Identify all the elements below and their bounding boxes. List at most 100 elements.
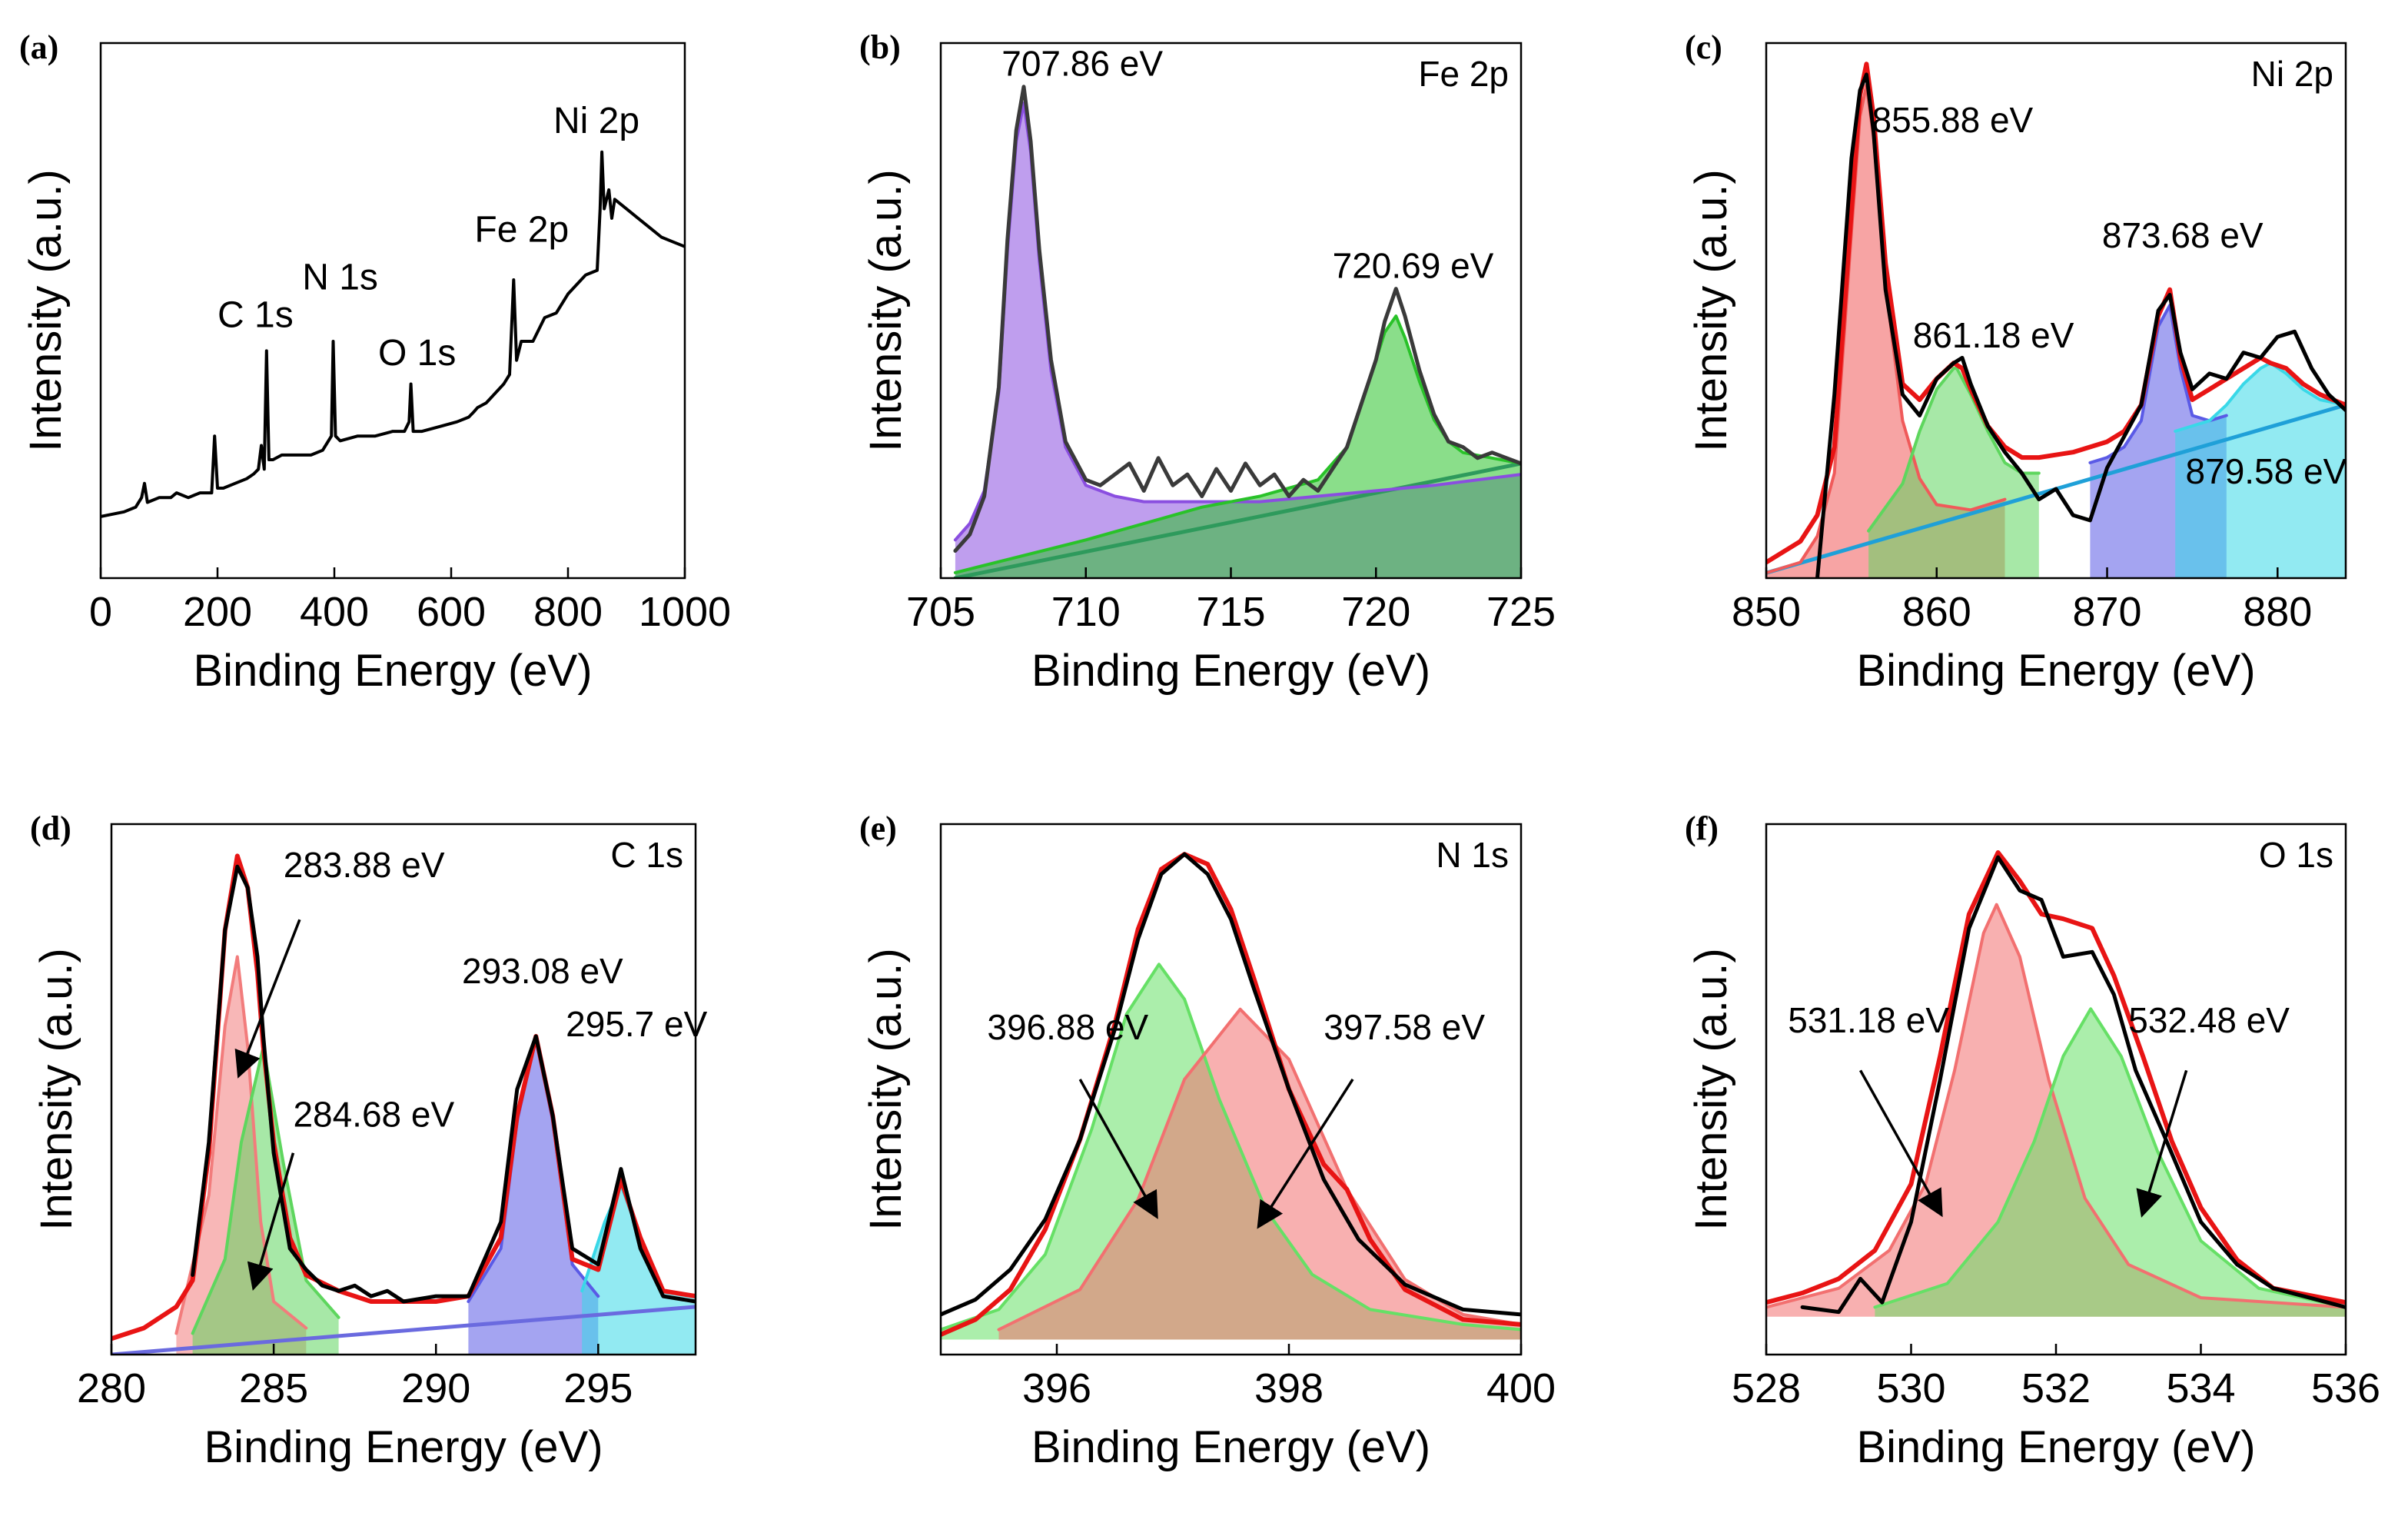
series-envelope: [1766, 850, 2346, 1305]
annotation-arrow: [1257, 1079, 1354, 1229]
peak-label: 397.58 eV: [1324, 1007, 1485, 1047]
panel-title: Fe 2p: [1418, 54, 1509, 94]
x-axis-title: Binding Energy (eV): [1856, 646, 2255, 696]
x-tick-label: 600: [417, 589, 486, 635]
plot-area: [111, 853, 696, 1355]
x-tick-label: 285: [239, 1365, 308, 1411]
panel-d: 280 285 290 295 Binding Energy (eV) Intensity…: [30, 810, 708, 1472]
y-axis-title: Intensity (a.u.): [1686, 948, 1736, 1230]
panel-e: 396 398 400 Binding Energy (eV) Intensity (a…: [859, 810, 1556, 1472]
annotation-arrow: [1078, 1079, 1158, 1219]
fill-fit-720-69-ev: [955, 316, 1521, 578]
x-tick-label: 725: [1486, 589, 1556, 635]
x-tick-label: 530: [1876, 1365, 1945, 1411]
plot-area: [1766, 62, 2346, 578]
annotation-arrow: [247, 1152, 295, 1292]
panel-title: O 1s: [2259, 835, 2333, 875]
panel-f: 528 530 532 534 536 Binding Energy (eV) Intens…: [1685, 810, 2380, 1472]
panel-letter: (f): [1685, 810, 1719, 847]
panel-a: 0 200 400 600 800 1000 Binding Energy (eV) Inte…: [19, 28, 731, 696]
peak-label: 283.88 eV: [284, 845, 445, 885]
panel-letter: (e): [859, 810, 897, 847]
x-tick-label: 200: [183, 589, 252, 635]
plot-area: [941, 852, 1521, 1340]
x-tick-label: 0: [89, 589, 112, 635]
x-tick-label: 528: [1732, 1365, 1801, 1411]
panel-letter: (d): [30, 810, 71, 847]
x-tick-label: 800: [533, 589, 603, 635]
peak-label: 532.48 eV: [2128, 1000, 2290, 1040]
x-axis-title: Binding Energy (eV): [1856, 1422, 2255, 1472]
y-axis-title: Intensity (a.u.): [1686, 169, 1736, 451]
x-tick-label: 532: [2021, 1365, 2091, 1411]
x-tick-label: 710: [1051, 589, 1121, 635]
peak-label: 295.7 eV: [566, 1004, 707, 1044]
panel-letter: (c): [1685, 28, 1722, 66]
annotation-arrow: [234, 919, 301, 1079]
peak-label: Ni 2p: [553, 101, 639, 141]
x-tick-label: 870: [2072, 589, 2141, 635]
y-axis-title: Intensity (a.u.): [861, 169, 911, 451]
series-baseline: [953, 461, 1521, 578]
panel-letter: (a): [19, 28, 58, 66]
x-tick-label: 720: [1341, 589, 1410, 635]
panel-title: N 1s: [1436, 835, 1509, 875]
peak-label: 861.18 eV: [1913, 315, 2074, 355]
series-fit-532-48-ev: [1873, 1007, 2346, 1309]
plot-area: [1766, 850, 2346, 1317]
x-axis-title: Binding Energy (eV): [1031, 646, 1430, 696]
x-tick-label: 1000: [639, 589, 731, 635]
peak-label: 284.68 eV: [293, 1094, 454, 1134]
fill-fit-284-68-ev: [192, 1046, 339, 1355]
panel-title: Ni 2p: [2251, 54, 2333, 94]
fill-fit-532-48-ev: [1875, 1009, 2346, 1317]
panel-letter: (b): [859, 28, 901, 66]
series-fit-531-18-ev: [1766, 903, 2346, 1309]
y-axis-title: Intensity (a.u.): [32, 948, 81, 1230]
x-tick-label: 400: [300, 589, 369, 635]
x-tick-label: 705: [906, 589, 975, 635]
series-fit-396-88-ev: [941, 962, 1521, 1331]
fill-fit-855-88-ev: [1766, 85, 2005, 578]
x-axis-title: Binding Energy (eV): [193, 646, 592, 696]
series-fit-861-18-ev: [1867, 367, 2041, 533]
series-fit-879-58-ev: [2174, 361, 2346, 433]
x-tick-label: 534: [2166, 1365, 2235, 1411]
panel-c: 850 860 870 880 Binding Energy (eV) Intensity…: [1685, 28, 2347, 696]
plot-frame: [939, 823, 1523, 1356]
plot-frame: [1765, 42, 2347, 580]
peak-label: 707.86 eV: [1001, 44, 1163, 84]
series-baseline: [111, 1305, 696, 1355]
plot-area: [953, 85, 1521, 578]
x-axis-title: Binding Energy (eV): [1031, 1422, 1430, 1472]
peak-label: C 1s: [218, 295, 294, 336]
x-tick-label: 880: [2243, 589, 2312, 635]
fill-fit-397-58-ev: [998, 1009, 1521, 1340]
x-tick-label: 715: [1196, 589, 1265, 635]
series-measured: [191, 864, 696, 1304]
series-measured: [1800, 855, 2346, 1315]
series-envelope: [941, 852, 1521, 1337]
panel-b: 705 710 715 720 725 Binding Energy (eV) Intens…: [859, 28, 1556, 696]
peak-label: Fe 2p: [474, 210, 569, 251]
annotation-arrow: [2136, 1069, 2188, 1218]
peak-label: 855.88 eV: [1872, 100, 2033, 140]
x-tick-label: 398: [1254, 1365, 1324, 1411]
x-tick-label: 396: [1022, 1365, 1091, 1411]
series-envelope: [1766, 62, 2346, 565]
fill-fit-861-18-ev: [1868, 368, 2039, 578]
y-axis-title: Intensity (a.u.): [21, 169, 71, 451]
x-tick-label: 860: [1902, 589, 1971, 635]
series-measured: [941, 852, 1521, 1317]
peak-label: O 1s: [378, 333, 456, 374]
x-axis-title: Binding Energy (eV): [204, 1422, 603, 1472]
series-measured: [1815, 72, 2346, 578]
x-tick-label: 400: [1486, 1365, 1556, 1411]
fill-fit-293-08-ev: [468, 1036, 599, 1355]
peak-label: 720.69 eV: [1333, 245, 1494, 285]
series-survey: [101, 150, 685, 518]
peak-label: N 1s: [302, 257, 378, 298]
plot-frame: [99, 42, 686, 580]
peak-label: 873.68 eV: [2102, 215, 2264, 255]
